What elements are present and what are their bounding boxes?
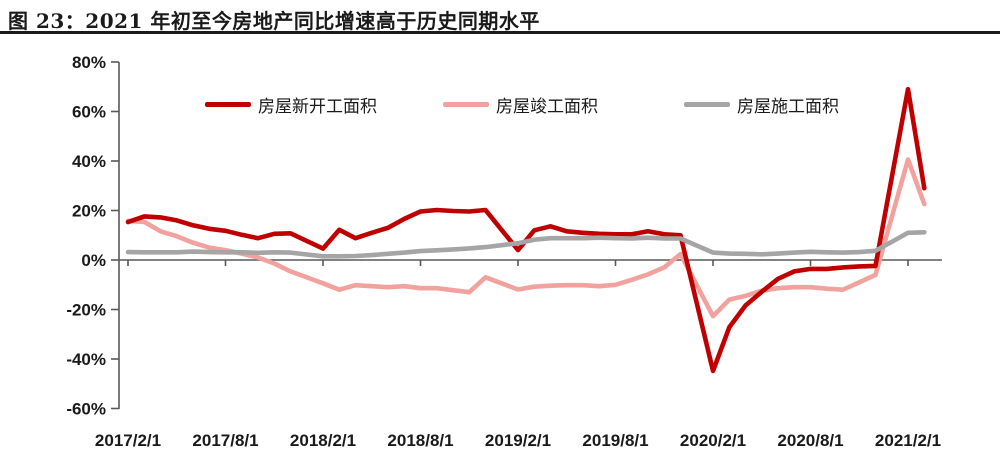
y-tick-label: -40%: [66, 350, 106, 369]
x-tick-label: 2019/2/1: [485, 431, 551, 450]
x-tick-label: 2017/8/1: [192, 431, 258, 450]
y-tick-label: 40%: [72, 152, 106, 171]
y-tick-label: -20%: [66, 301, 106, 320]
x-tick-label: 2018/2/1: [290, 431, 356, 450]
legend-line-swatch-pink: [443, 101, 489, 107]
chart-legend: 房屋新开工面积 房屋竣工面积 房屋施工面积: [0, 94, 1000, 116]
figure-title: 图 23：2021 年初至今房地产同比增速高于历史同期水平: [8, 9, 540, 33]
y-tick-label: 60%: [72, 103, 106, 122]
x-tick-label: 2020/2/1: [680, 431, 746, 450]
legend-item-new-starts: 房屋新开工面积: [205, 94, 377, 116]
series-line-completions: [125, 157, 927, 319]
y-tick-label: -60%: [66, 400, 106, 419]
x-tick-label: 2017/2/1: [95, 431, 161, 450]
legend-label: 房屋新开工面积: [258, 96, 377, 116]
y-tick-label: 80%: [72, 53, 106, 72]
x-tick-label: 2018/8/1: [387, 431, 453, 450]
series-line-under-construction: [125, 230, 927, 259]
legend-item-completions: 房屋竣工面积: [443, 94, 598, 116]
x-tick-label: 2021/2/1: [875, 431, 941, 450]
legend-label: 房屋施工面积: [737, 96, 839, 116]
legend-label: 房屋竣工面积: [496, 96, 598, 116]
y-tick-label: 20%: [72, 202, 106, 221]
y-tick-label: 0%: [81, 251, 106, 270]
legend-item-under-construction: 房屋施工面积: [684, 94, 839, 116]
x-tick-label: 2020/8/1: [777, 431, 843, 450]
x-tick-label: 2019/8/1: [582, 431, 648, 450]
legend-line-swatch-gray: [684, 101, 730, 107]
series-line-new-starts: [125, 86, 927, 374]
legend-line-swatch-red: [205, 101, 251, 107]
title-divider: [0, 31, 1000, 34]
